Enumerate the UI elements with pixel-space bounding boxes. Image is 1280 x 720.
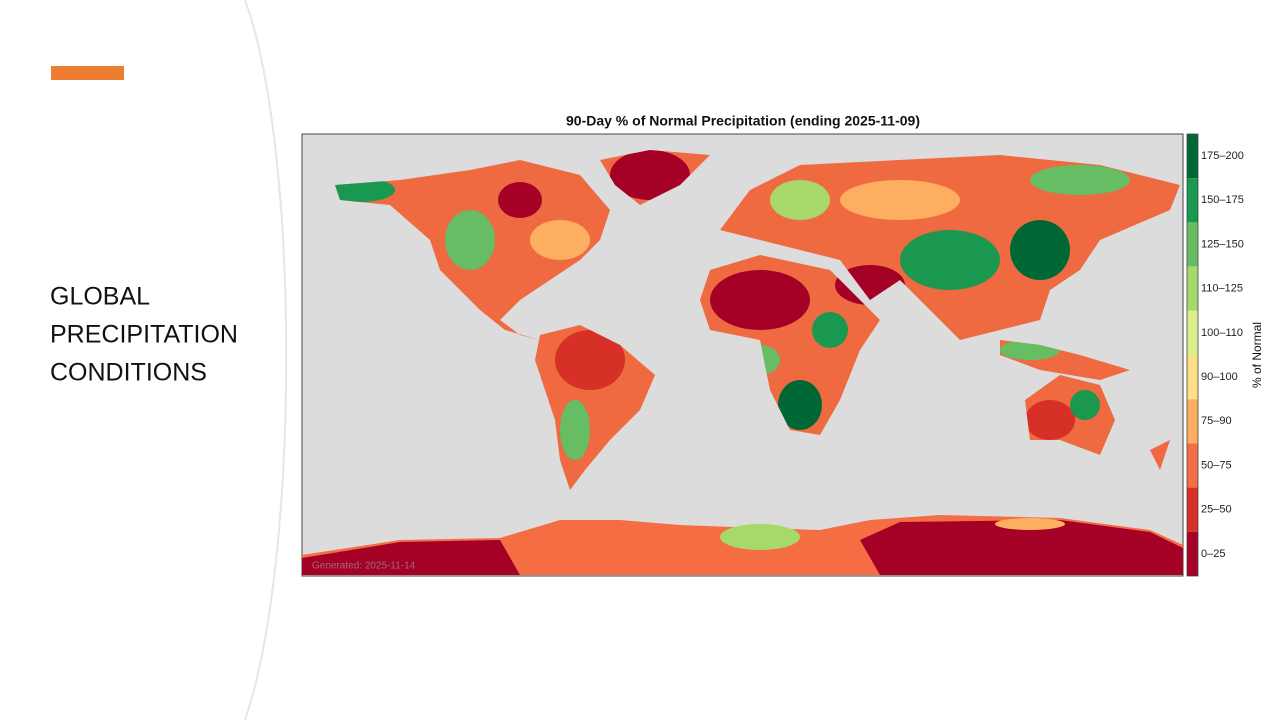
map-title: 90-Day % of Normal Precipitation (ending…	[566, 113, 920, 129]
colorbar-swatch	[1187, 266, 1198, 311]
antarctica-dry	[860, 520, 1183, 575]
colorbar-swatch	[1187, 310, 1198, 355]
colorbar-label: % of Normal	[1250, 322, 1264, 388]
colorbar-swatch	[1187, 531, 1198, 576]
slide-title-line: CONDITIONS	[50, 359, 207, 387]
map: Generated: 2025-11-14	[301, 133, 1184, 577]
colorbar-tick-label: 90–100	[1201, 371, 1238, 383]
antarctica-patch	[995, 518, 1065, 530]
slide-curve	[244, 0, 288, 720]
slide-title-line: PRECIPITATION	[50, 321, 238, 349]
colorbar-tick-label: 110–125	[1201, 283, 1243, 295]
colorbar-tick-label: 150–175	[1201, 194, 1244, 206]
colorbar-tick-label: 175–200	[1201, 150, 1244, 162]
antarctica-wet	[720, 524, 800, 550]
colorbar-tick-label: 75–90	[1201, 415, 1232, 427]
colorbar-swatch	[1187, 443, 1198, 488]
colorbar-tick-label: 125–150	[1201, 238, 1244, 250]
colorbar-swatch	[1187, 134, 1198, 179]
colorbar-swatch	[1187, 178, 1198, 223]
slide-title-line: GLOBAL	[50, 283, 150, 311]
accent-bar	[51, 66, 124, 80]
colorbar-swatch	[1187, 487, 1198, 532]
colorbar-swatch	[1187, 399, 1198, 444]
colorbar-frame	[1186, 133, 1199, 577]
colorbar-tick-label: 25–50	[1201, 504, 1232, 516]
colorbar-tick-label: 0–25	[1201, 548, 1225, 560]
map-footer: Generated: 2025-11-14	[312, 561, 416, 572]
antarctica-dry	[302, 540, 520, 575]
colorbar: 175–200 150–175 125–150 110–125 100–110 90–10…	[1186, 133, 1244, 577]
colorbar-swatch	[1187, 222, 1198, 267]
colorbar-swatch	[1187, 355, 1198, 400]
colorbar-tick-label: 50–75	[1201, 459, 1232, 471]
colorbar-tick-label: 100–110	[1201, 327, 1243, 339]
